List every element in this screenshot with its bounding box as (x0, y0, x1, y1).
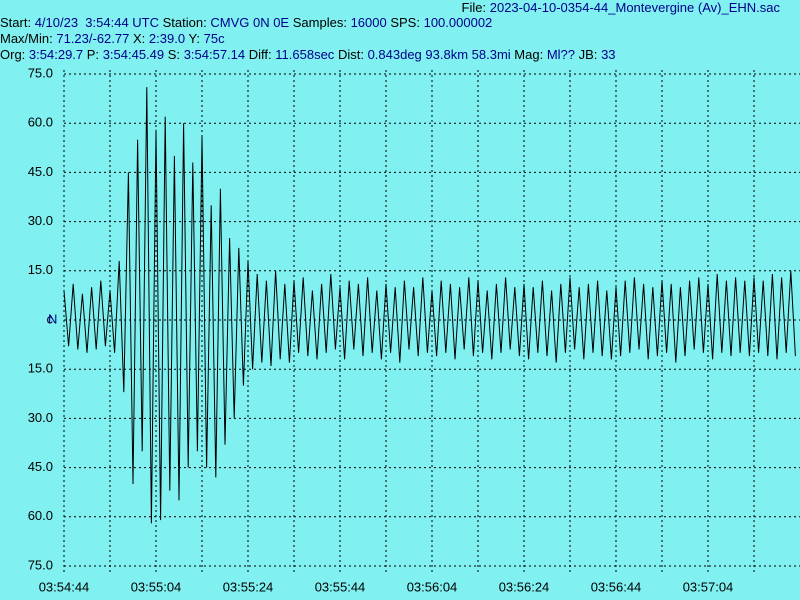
header-line: Start: 4/10/23 3:54:44 UTC Station: CMVG… (0, 15, 492, 30)
field-label: JB: (579, 47, 598, 62)
field-label: Mag: (514, 47, 543, 62)
x-tick-label: 03:55:04 (131, 579, 182, 594)
y-tick-label: 45.0 (28, 164, 53, 179)
field-value: Ml?? (547, 47, 575, 62)
field-value: 3:54:29.7 (29, 47, 83, 62)
x-tick-label: 03:56:44 (591, 579, 642, 594)
y-tick-label: c (47, 311, 54, 326)
field-value: 4/10/23 3:54:44 UTC (35, 15, 159, 30)
field-label: X: (133, 31, 145, 46)
waveform (63, 87, 796, 524)
y-tick-label: 30.0 (28, 213, 53, 228)
y-tick-label: 60.0 (28, 115, 53, 130)
field-value: 100.000002 (424, 15, 493, 30)
field-value: CMVG 0N 0E (210, 15, 289, 30)
y-tick-label: 75.0 (28, 557, 53, 572)
field-label: Diff: (249, 47, 272, 62)
field-value: 3:54:45.49 (103, 47, 164, 62)
x-tick-label: 03:56:04 (407, 579, 458, 594)
field-label: Org: (0, 47, 25, 62)
field-label: Max/Min: (0, 31, 53, 46)
y-tick-label: 45.0 (28, 459, 53, 474)
header-line: Org: 3:54:29.7 P: 3:54:45.49 S: 3:54:57.… (0, 47, 616, 62)
field-label: S: (168, 47, 180, 62)
field-value: 33 (601, 47, 615, 62)
field-value: 3:54:57.14 (184, 47, 245, 62)
file-label: File: (462, 0, 487, 15)
field-label: Samples: (293, 15, 347, 30)
field-label: Station: (163, 15, 207, 30)
x-tick-label: 03:54:44 (39, 579, 90, 594)
channel-label: N (48, 311, 57, 326)
y-tick-label: 75.0 (28, 65, 53, 80)
field-value: 16000 (351, 15, 387, 30)
file-name: 2023-04-10-0354-44_Montevergine (Av)_EHN… (490, 0, 781, 15)
field-value: 0.843deg 93.8km 58.3mi (368, 47, 511, 62)
x-tick-label: 03:56:24 (499, 579, 550, 594)
field-label: SPS: (390, 15, 420, 30)
field-value: 11.658sec (275, 47, 335, 62)
field-label: P: (87, 47, 99, 62)
y-tick-label: 15.0 (28, 262, 53, 277)
field-label: Dist: (338, 47, 364, 62)
field-value: 2:39.0 (149, 31, 185, 46)
y-tick-label: 60.0 (28, 508, 53, 523)
x-tick-label: 03:55:24 (223, 579, 274, 594)
header-line: Max/Min: 71.23/-62.77 X: 2:39.0 Y: 75c (0, 31, 225, 46)
field-value: 71.23/-62.77 (56, 31, 129, 46)
field-value: 75c (204, 31, 225, 46)
y-tick-label: 30.0 (28, 410, 53, 425)
x-tick-label: 03:55:44 (315, 579, 366, 594)
x-tick-label: 03:57:04 (683, 579, 734, 594)
file-line: File: 2023-04-10-0354-44_Montevergine (A… (462, 0, 781, 15)
y-tick-label: 15.0 (28, 361, 53, 376)
field-label: Start: (0, 15, 31, 30)
field-label: Y: (188, 31, 200, 46)
